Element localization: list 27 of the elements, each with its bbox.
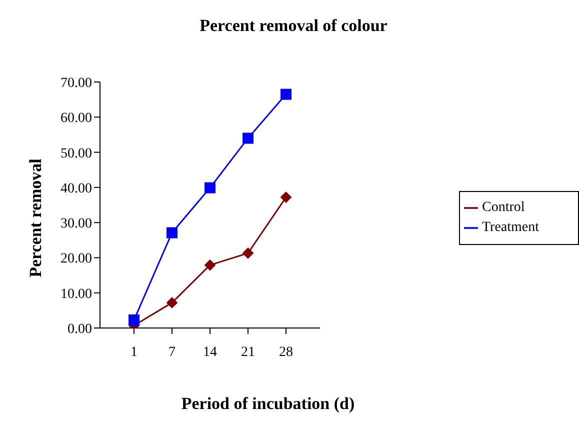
x-tick-label: 14: [203, 344, 217, 360]
point: [166, 227, 178, 238]
chart-title: Percent removal of colour: [198, 16, 388, 36]
point: [166, 297, 178, 308]
point: [280, 88, 292, 100]
point: [242, 132, 254, 144]
x-tick-label: 1: [130, 344, 138, 360]
x-tick-label: 28: [279, 344, 293, 360]
y-tick-label: 10.00: [60, 286, 92, 302]
legend-label: Treatment: [482, 220, 540, 235]
y-tick-label: 20.00: [60, 252, 92, 267]
point: [242, 248, 254, 259]
y-tick-label: 60.00: [60, 111, 92, 126]
x-axis-title: Period of incubation (d): [180, 394, 356, 414]
point: [280, 192, 292, 203]
y-tick-label: 50.00: [60, 146, 92, 162]
point: [204, 260, 216, 271]
x-tick-label: 7: [168, 344, 176, 360]
x-tick-label: 21: [241, 344, 255, 360]
y-axis-title: Percent removal: [26, 158, 46, 280]
point: [204, 182, 216, 194]
y-tick-label: 0.00: [68, 322, 92, 337]
y-tick-label: 30.00: [60, 216, 92, 232]
y-tick-label: 70.00: [60, 76, 92, 91]
y-tick-label: 40.00: [60, 181, 92, 196]
legend-label: Control: [482, 200, 525, 215]
point: [128, 314, 140, 326]
